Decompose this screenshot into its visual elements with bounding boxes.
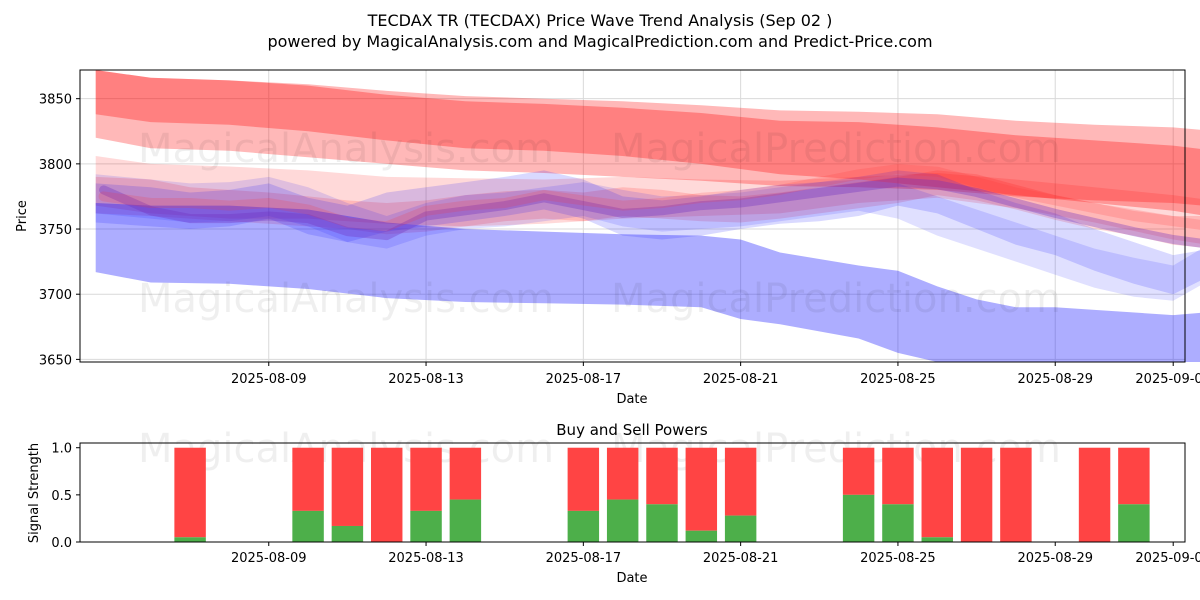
sell-bar [921,447,953,538]
signal-x-tick-label: 2025-08-25 [860,551,936,566]
signal-y-tick-label: 1.0 [51,442,72,457]
band-blue-mid-1 [95,170,1200,295]
band-red-mid-1 [95,156,1200,244]
buy-bar [646,504,678,542]
buy-bar [449,499,482,542]
watermark-prediction-top: MagicalPrediction.com [611,126,1061,172]
price-lines [98,164,1200,248]
line-pink-core [98,164,1200,232]
band-red-upper-wide [95,70,1200,206]
signal-plot-frame [79,442,1186,543]
buy-bar [174,537,206,542]
buy-bar [606,499,639,542]
price-y-tick-label: 3850 [39,93,72,108]
price-x-axis-label: Date [616,392,647,407]
chart-title-line2: powered by MagicalAnalysis.com and Magic… [267,32,932,51]
watermark-prediction-bottom: MagicalPrediction.com [611,426,1061,472]
buy-bar [724,515,757,542]
sell-bar [449,447,482,500]
signal-bars [174,447,1150,542]
signal-x-tick-label: 2025-08-09 [231,551,307,566]
price-x-tick-label: 2025-08-17 [546,372,622,387]
price-y-axis-label: Price [15,200,30,232]
price-y-tick-label: 3800 [39,158,72,173]
price-y-tick-label: 3650 [39,353,72,368]
sell-bar [370,447,403,542]
price-gridlines [80,70,1185,362]
watermark-prediction-mid: MagicalPrediction.com [611,276,1061,322]
sell-bar [1118,447,1150,505]
buy-bar [567,510,600,542]
price-x-tick-label: 2025-09-01 [1135,372,1200,387]
signal-x-tick-label: 2025-08-21 [703,551,779,566]
sell-bar [567,447,600,511]
buy-bar [292,510,324,542]
sell-bar [410,447,442,511]
price-x-tick-label: 2025-08-13 [388,372,464,387]
sell-bar [606,447,639,500]
band-red-mid-2 [95,170,1200,248]
signal-x-tick-label: 2025-09-01 [1135,551,1200,566]
price-x-tick-label: 2025-08-09 [231,372,307,387]
buy-bar [331,525,364,542]
watermark-analysis-mid: MagicalAnalysis.com [138,276,554,322]
sell-bar [646,447,678,505]
signal-x-tick-label: 2025-08-29 [1017,551,1093,566]
watermark-analysis-top: MagicalAnalysis.com [138,126,554,172]
price-x-tick-label: 2025-08-29 [1017,372,1093,387]
band-red-core [95,70,1200,215]
sell-bar [174,447,206,538]
sell-bar [292,447,324,511]
buy-bar [921,537,953,542]
price-x-tick-label: 2025-08-25 [860,372,936,387]
price-y-tick-label: 3700 [39,288,72,303]
sell-bar [1078,447,1111,542]
band-blue-mid-2 [95,174,1200,301]
price-plot-frame [79,69,1186,363]
buy-bar [410,510,442,542]
line-purple-core [99,177,1200,248]
buy-bar [685,530,718,542]
sell-bar [331,447,364,526]
signal-x-ticks: 2025-08-09 2025-08-13 2025-08-17 2025-08-21… [231,542,1200,566]
signal-x-axis-label: Date [616,571,647,586]
price-wave-panel: MagicalAnalysis.com MagicalPrediction.co… [15,69,1200,407]
signal-x-tick-label: 2025-08-13 [388,551,464,566]
chart-title-line1: TECDAX TR (TECDAX) Price Wave Trend Anal… [367,11,833,30]
buy-bar [1118,504,1150,542]
price-y-ticks: 3650 3700 3750 3800 3850 [39,93,80,368]
buy-sell-title: Buy and Sell Powers [556,421,708,439]
sell-bar [842,447,875,495]
band-blue-low [95,203,1200,362]
buy-bar [882,504,914,542]
signal-y-tick-label: 0.0 [51,536,72,551]
sell-bar [882,447,914,505]
sell-bar [724,447,757,516]
buy-bar [842,494,875,542]
sell-bar [1000,447,1032,542]
signal-y-ticks: 0.0 0.5 1.0 [51,442,80,551]
signal-y-axis-label: Signal Strength [27,443,42,543]
price-bands [95,70,1200,362]
price-x-tick-label: 2025-08-21 [703,372,779,387]
signal-y-tick-label: 0.5 [51,489,72,504]
signal-x-tick-label: 2025-08-17 [546,551,622,566]
sell-bar [685,447,718,531]
sell-bar [960,447,993,542]
price-plot-area [80,70,1185,362]
price-x-ticks: 2025-08-09 2025-08-13 2025-08-17 2025-08-21… [231,362,1200,387]
buy-sell-panel: Buy and Sell Powers MagicalAnalysis.com … [27,421,1200,586]
price-y-tick-label: 3750 [39,223,72,238]
